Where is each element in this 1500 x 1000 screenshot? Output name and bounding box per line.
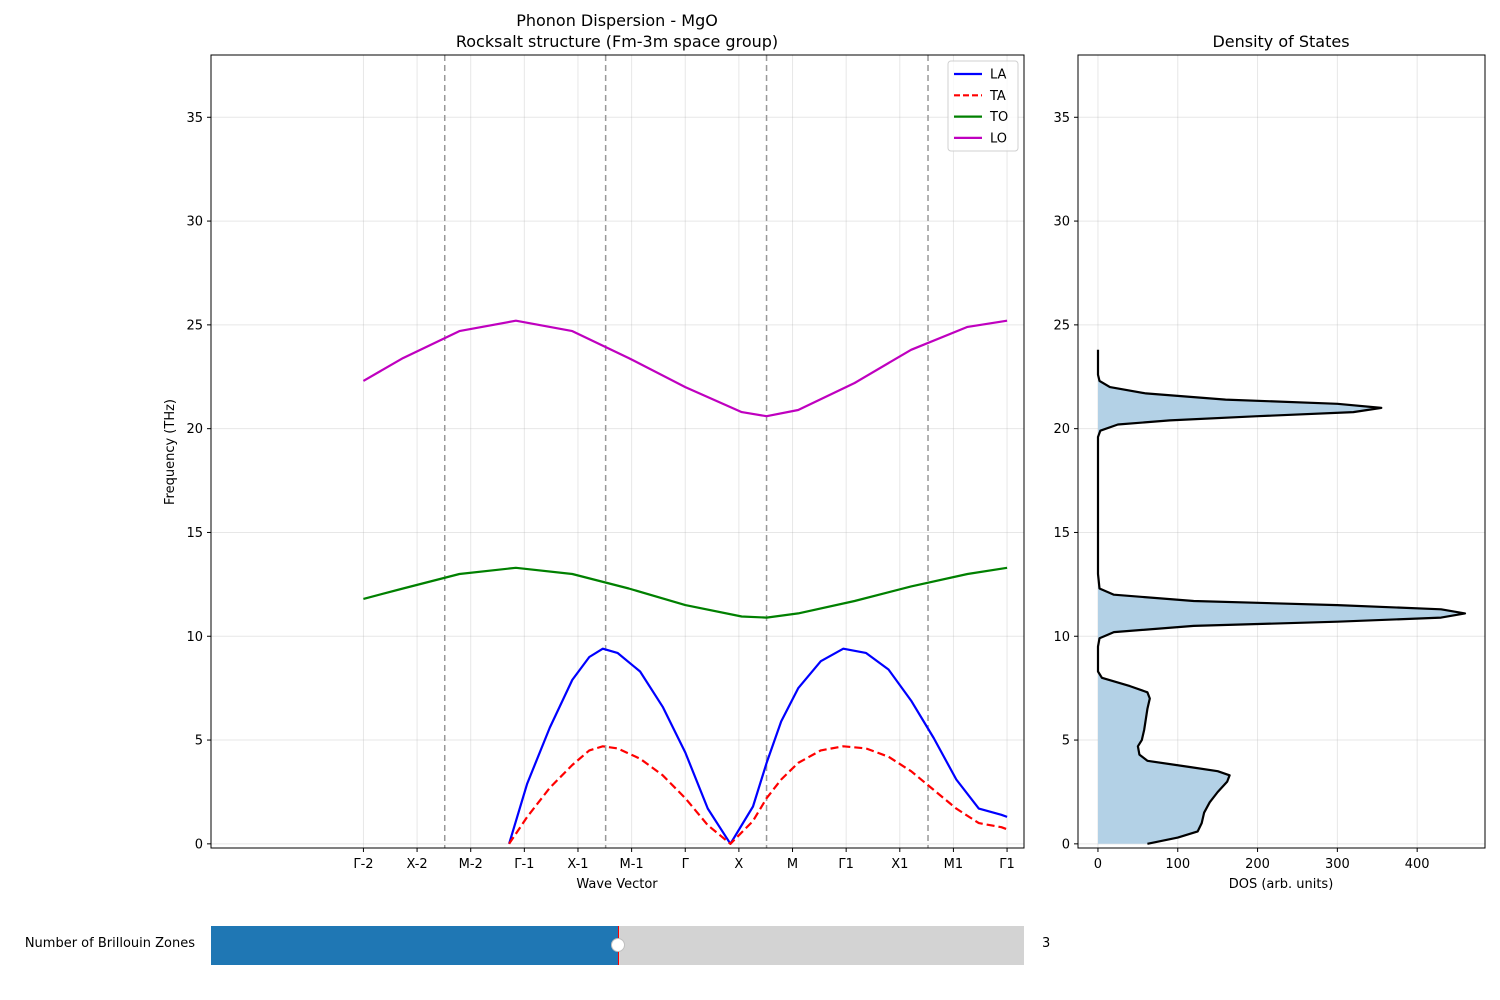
legend: LA TA TO LO <box>947 60 1019 152</box>
y-tick-label-10: 10 <box>186 630 203 645</box>
figure: Phonon Dispersion - MgO Rocksalt structu… <box>163 11 1486 892</box>
x-tick-label-8: M <box>787 857 798 872</box>
dispersion-x-ticks: Γ-2 X-2 M-2 Γ-1 X-1 M-1 Γ X M Γ1 X1 M1 Γ1 <box>353 848 1015 872</box>
dos-x-tick-label-300: 300 <box>1325 857 1350 872</box>
series-lo-line <box>362 319 1008 418</box>
x-tick-label-10: X1 <box>891 857 908 872</box>
legend-label-lo: LO <box>990 131 1007 146</box>
dos-y-tick-label-25: 25 <box>1053 318 1070 333</box>
x-tick-label-0: Γ-2 <box>353 857 373 872</box>
dispersion-ylabel: Frequency (THz) <box>163 399 178 505</box>
dispersion-y-ticks: 0 5 10 15 20 25 30 35 <box>186 111 211 852</box>
dos-y-tick-label-20: 20 <box>1053 422 1070 437</box>
dos-fill-area <box>1098 349 1465 844</box>
dos-x-ticks: 0 100 200 300 400 <box>1094 848 1430 872</box>
x-tick-label-7: X <box>734 857 743 872</box>
brillouin-zone-slider-row: Number of Brillouin Zones 3 <box>0 926 1500 965</box>
series-la-line <box>508 647 1008 845</box>
y-tick-label-35: 35 <box>186 111 203 126</box>
brillouin-zone-slider[interactable] <box>211 926 1024 965</box>
legend-frame <box>947 60 1019 152</box>
y-tick-label-5: 5 <box>195 734 203 749</box>
x-tick-label-5: M-1 <box>620 857 644 872</box>
dos-panel: Density of States 0 5 10 15 20 25 30 35 0 100 200… <box>1053 32 1486 892</box>
series-ta-line <box>508 745 1008 845</box>
legend-label-ta: TA <box>989 89 1006 104</box>
dos-x-tick-label-0: 0 <box>1094 857 1102 872</box>
series-to-line <box>363 566 1008 619</box>
dos-grid <box>1078 55 1485 848</box>
slider-value: 3 <box>1042 936 1051 951</box>
y-tick-label-0: 0 <box>195 837 203 852</box>
dispersion-title: Phonon Dispersion - MgO <box>516 11 718 30</box>
x-tick-label-4: X-1 <box>567 857 588 872</box>
dos-y-tick-label-30: 30 <box>1053 215 1070 230</box>
y-tick-label-20: 20 <box>186 422 203 437</box>
dos-title: Density of States <box>1212 32 1349 51</box>
x-tick-label-2: M-2 <box>459 857 483 872</box>
dos-y-ticks: 0 5 10 15 20 25 30 35 <box>1053 111 1078 852</box>
zone-boundaries <box>443 55 929 848</box>
x-tick-label-9: Γ1 <box>838 857 854 872</box>
dos-x-tick-label-100: 100 <box>1165 857 1190 872</box>
dos-xlabel: DOS (arb. units) <box>1229 877 1334 892</box>
dos-y-tick-label-35: 35 <box>1053 111 1070 126</box>
slider-label: Number of Brillouin Zones <box>24 936 195 951</box>
dos-y-tick-label-10: 10 <box>1053 630 1070 645</box>
dispersion-xlabel: Wave Vector <box>576 877 658 892</box>
slider-handle[interactable] <box>610 938 625 952</box>
dos-series <box>1096 349 1467 845</box>
y-tick-label-15: 15 <box>186 526 203 541</box>
dispersion-series <box>362 319 1008 845</box>
y-tick-label-25: 25 <box>186 318 203 333</box>
legend-label-la: LA <box>990 68 1007 83</box>
dispersion-axes-frame <box>210 54 1025 849</box>
dispersion-subtitle: Rocksalt structure (Fm-3m space group) <box>456 32 778 51</box>
dispersion-grid <box>211 55 1024 848</box>
dispersion-panel: Phonon Dispersion - MgO Rocksalt structu… <box>163 11 1025 892</box>
legend-label-to: TO <box>989 110 1008 125</box>
dos-x-tick-label-200: 200 <box>1245 857 1270 872</box>
dos-y-tick-label-15: 15 <box>1053 526 1070 541</box>
dos-x-tick-label-400: 400 <box>1405 857 1430 872</box>
x-tick-label-1: X-2 <box>406 857 427 872</box>
dos-axes-frame <box>1077 54 1486 849</box>
y-tick-label-30: 30 <box>186 215 203 230</box>
x-tick-label-12: Γ1 <box>999 857 1015 872</box>
dos-y-tick-label-5: 5 <box>1062 734 1070 749</box>
slider-fill <box>211 926 618 965</box>
dos-curve-line <box>1096 349 1467 845</box>
x-tick-label-6: Γ <box>682 857 690 872</box>
x-tick-label-11: M1 <box>944 857 964 872</box>
x-tick-label-3: Γ-1 <box>514 857 534 872</box>
dos-y-tick-label-0: 0 <box>1062 837 1070 852</box>
